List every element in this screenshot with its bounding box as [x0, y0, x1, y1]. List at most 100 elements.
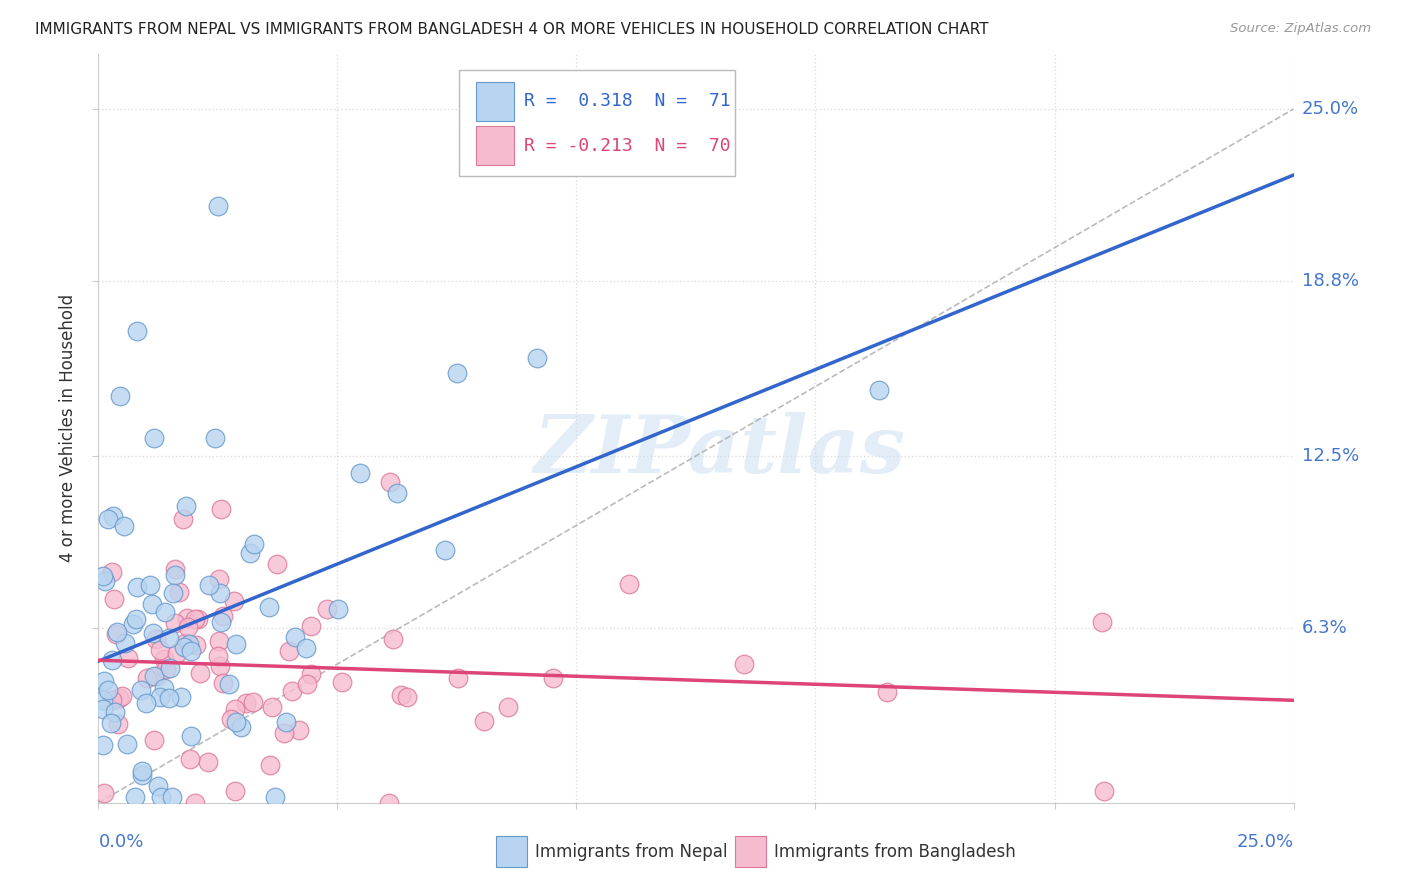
Point	[142, 626, 165, 640]
Point	[108, 690, 131, 705]
Point	[242, 695, 264, 709]
Point	[207, 199, 229, 213]
Point	[101, 508, 124, 523]
FancyBboxPatch shape	[460, 70, 735, 176]
Point	[177, 637, 200, 651]
Point	[380, 475, 402, 489]
Point	[224, 702, 246, 716]
Point	[472, 714, 495, 728]
Point	[280, 683, 302, 698]
Point	[526, 351, 548, 366]
Point	[174, 500, 197, 514]
Text: 25.0%: 25.0%	[1302, 100, 1360, 118]
Point	[165, 568, 187, 582]
Point	[117, 650, 139, 665]
Point	[1092, 784, 1115, 798]
Text: 25.0%: 25.0%	[1236, 833, 1294, 851]
Point	[139, 578, 162, 592]
Point	[97, 512, 120, 526]
Point	[224, 784, 246, 798]
Point	[187, 612, 209, 626]
Point	[177, 620, 200, 634]
Point	[149, 690, 172, 705]
Point	[188, 666, 211, 681]
Point	[211, 502, 233, 516]
Point	[112, 518, 135, 533]
Point	[235, 696, 257, 710]
Point	[146, 779, 169, 793]
Point	[266, 558, 288, 572]
Point	[541, 671, 564, 685]
Point	[145, 632, 167, 646]
Point	[330, 674, 353, 689]
Y-axis label: 4 or more Vehicles in Household: 4 or more Vehicles in Household	[59, 294, 77, 562]
Point	[180, 730, 202, 744]
Point	[278, 644, 301, 658]
FancyBboxPatch shape	[735, 836, 766, 867]
Point	[101, 653, 124, 667]
Point	[142, 733, 165, 747]
Point	[155, 662, 177, 676]
Point	[149, 790, 172, 805]
Point	[218, 677, 240, 691]
Point	[180, 644, 202, 658]
Point	[349, 466, 371, 480]
Point	[104, 705, 127, 719]
Point	[91, 702, 114, 716]
Point	[229, 720, 252, 734]
Point	[385, 486, 408, 500]
Point	[104, 627, 127, 641]
Point	[176, 610, 198, 624]
Text: R = -0.213  N =  70: R = -0.213 N = 70	[524, 136, 731, 154]
Point	[162, 586, 184, 600]
Point	[225, 637, 247, 651]
Point	[159, 661, 181, 675]
Point	[876, 685, 898, 699]
FancyBboxPatch shape	[477, 82, 515, 121]
Point	[207, 633, 229, 648]
Point	[125, 612, 148, 626]
Point	[207, 648, 229, 663]
Point	[141, 597, 163, 611]
Point	[167, 585, 190, 599]
Point	[170, 690, 193, 704]
Point	[153, 605, 176, 619]
Point	[131, 764, 153, 778]
Point	[212, 676, 235, 690]
Text: Immigrants from Bangladesh: Immigrants from Bangladesh	[773, 843, 1015, 861]
Point	[211, 609, 233, 624]
Point	[295, 640, 318, 655]
Point	[389, 688, 412, 702]
Point	[224, 594, 246, 608]
Point	[239, 546, 262, 560]
Point	[91, 738, 114, 752]
Point	[131, 768, 153, 782]
Text: R =  0.318  N =  71: R = 0.318 N = 71	[524, 93, 731, 111]
Point	[93, 674, 115, 689]
Point	[136, 671, 159, 685]
Text: 18.8%: 18.8%	[1302, 272, 1358, 290]
Point	[260, 700, 283, 714]
Point	[110, 389, 132, 403]
Point	[619, 577, 641, 591]
Point	[209, 586, 232, 600]
Point	[160, 790, 183, 805]
Point	[209, 615, 232, 630]
Point	[97, 683, 120, 698]
Point	[166, 646, 188, 660]
Point	[101, 566, 124, 580]
Point	[152, 681, 174, 696]
Text: Source: ZipAtlas.com: Source: ZipAtlas.com	[1230, 22, 1371, 36]
Point	[143, 669, 166, 683]
Point	[498, 700, 520, 714]
Point	[273, 726, 295, 740]
Point	[868, 383, 890, 397]
Text: ZIPatlas: ZIPatlas	[534, 412, 905, 490]
Point	[91, 569, 114, 583]
Text: IMMIGRANTS FROM NEPAL VS IMMIGRANTS FROM BANGLADESH 4 OR MORE VEHICLES IN HOUSEH: IMMIGRANTS FROM NEPAL VS IMMIGRANTS FROM…	[35, 22, 988, 37]
Point	[183, 612, 205, 626]
Point	[208, 572, 231, 586]
Point	[733, 657, 755, 671]
Point	[157, 631, 180, 645]
Point	[129, 683, 152, 698]
